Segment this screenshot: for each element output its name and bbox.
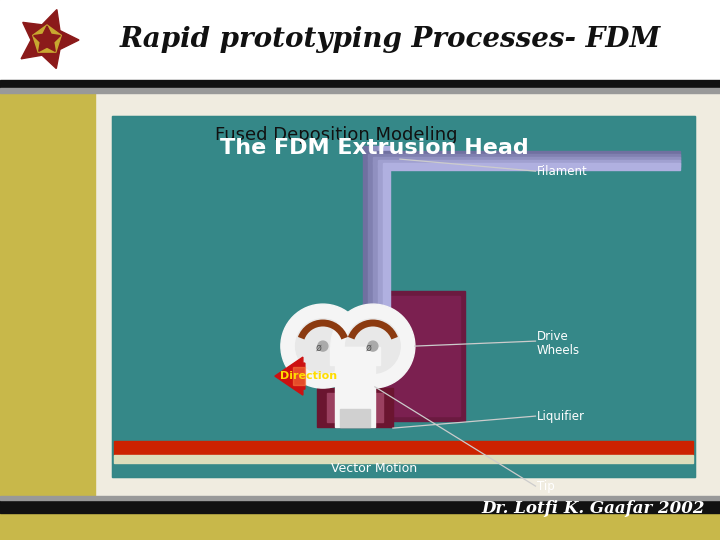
Bar — [335, 347, 375, 427]
Text: ø: ø — [366, 343, 372, 353]
Bar — [0, 93, 95, 540]
Polygon shape — [34, 26, 60, 51]
FancyArrow shape — [293, 367, 305, 385]
Bar — [114, 455, 693, 463]
Text: ø: ø — [316, 343, 322, 353]
Bar — [317, 388, 393, 427]
Bar — [327, 393, 383, 422]
Bar — [363, 151, 680, 158]
Bar — [0, 0, 720, 80]
Circle shape — [281, 304, 365, 388]
Bar — [114, 441, 693, 455]
Bar — [330, 347, 380, 365]
Circle shape — [346, 319, 400, 373]
Circle shape — [331, 304, 415, 388]
Text: Tip: Tip — [536, 480, 554, 492]
Bar — [0, 500, 720, 513]
Bar — [378, 160, 680, 167]
Bar — [368, 146, 375, 316]
Text: Drive: Drive — [536, 329, 568, 342]
Circle shape — [296, 319, 350, 373]
Text: Direction: Direction — [280, 371, 337, 381]
Polygon shape — [21, 10, 79, 69]
Text: Rapid prototyping Processes- FDM: Rapid prototyping Processes- FDM — [120, 26, 661, 53]
Bar — [0, 496, 720, 500]
Bar — [365, 291, 465, 421]
Circle shape — [318, 341, 328, 351]
Text: Filament: Filament — [536, 165, 588, 178]
Bar — [373, 146, 380, 316]
FancyArrow shape — [275, 357, 305, 395]
Polygon shape — [32, 25, 61, 52]
Text: Dr. Lotfi K. Gaafar 2002: Dr. Lotfi K. Gaafar 2002 — [482, 500, 705, 517]
Circle shape — [368, 341, 378, 351]
Text: Wheels: Wheels — [536, 343, 580, 356]
Text: Vector Motion: Vector Motion — [331, 462, 417, 475]
Bar — [340, 409, 370, 427]
Text: The FDM Extrusion Head: The FDM Extrusion Head — [220, 138, 528, 158]
Bar — [0, 88, 720, 93]
Bar — [368, 154, 680, 161]
Text: Liquifier: Liquifier — [536, 410, 585, 423]
Bar — [370, 296, 460, 416]
Bar — [0, 513, 720, 540]
Bar — [112, 116, 695, 477]
Bar — [373, 157, 680, 164]
Bar — [383, 146, 390, 316]
Bar — [0, 80, 720, 88]
Text: Fused Deposition Modeling: Fused Deposition Modeling — [215, 126, 457, 144]
Bar — [378, 146, 385, 316]
Bar — [363, 146, 370, 316]
Bar — [112, 116, 695, 477]
Bar — [383, 163, 680, 170]
